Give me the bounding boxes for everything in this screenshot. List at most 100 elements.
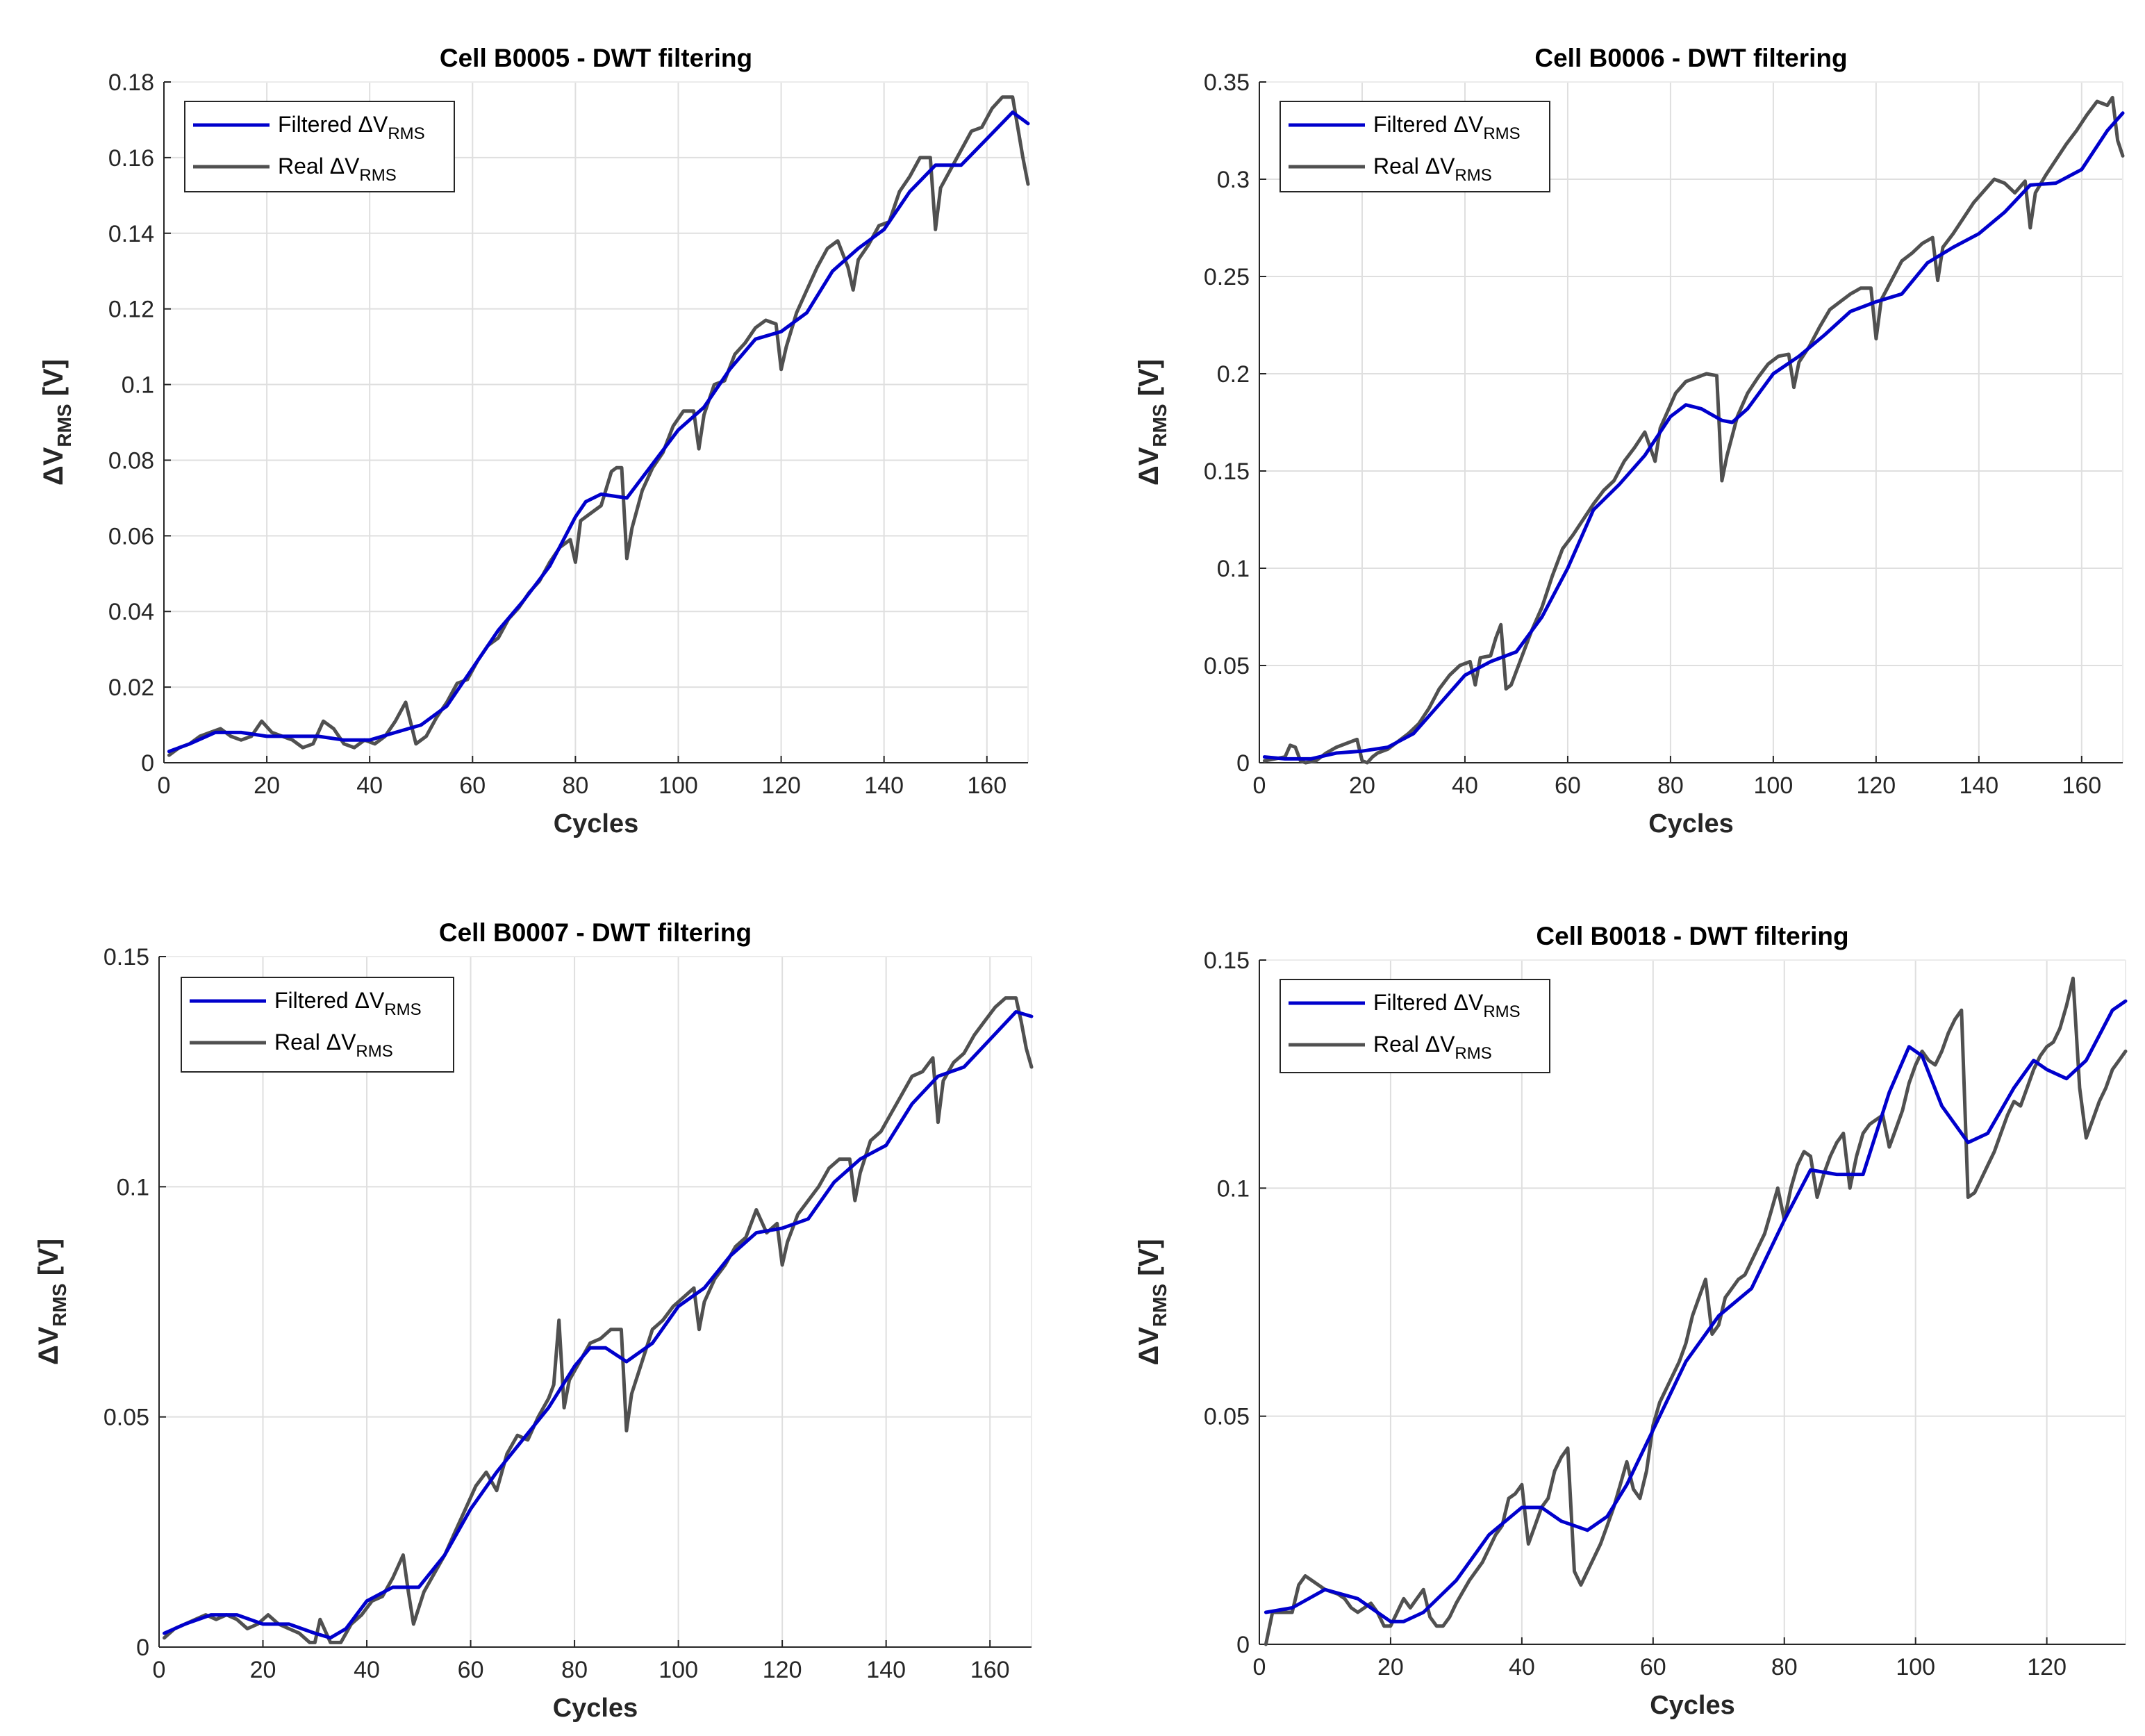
x-tick-label: 0 xyxy=(1253,772,1266,799)
y-tick-label: 0.2 xyxy=(1217,361,1250,388)
y-axis-label-unit: [V] xyxy=(38,359,69,404)
legend: Filtered ΔVRMS Real ΔVRMS xyxy=(1279,979,1550,1073)
x-axis-label: Cycles xyxy=(553,1694,638,1723)
x-tick-label: 20 xyxy=(1377,1654,1404,1680)
filtered-series-line xyxy=(163,1010,1034,1640)
real-series-line xyxy=(167,95,1030,757)
x-tick-label: 40 xyxy=(1509,1654,1535,1680)
y-tick-label: 0 xyxy=(136,1635,149,1661)
x-tick-label: 60 xyxy=(1555,772,1581,799)
y-axis-label-unit: [V] xyxy=(1134,1239,1164,1283)
x-tick-label: 0 xyxy=(153,1657,166,1683)
legend-box xyxy=(181,977,454,1073)
y-tick-label: 0.05 xyxy=(1204,1404,1250,1430)
x-tick-label: 60 xyxy=(459,772,486,799)
legend-label: Filtered ΔVRMS xyxy=(278,112,425,143)
chart-title: Cell B0018 - DWT filtering xyxy=(1536,922,1848,950)
chart-panel-1: 0 20 40 60 80 100 120 140 160 0 0.02 0.04 0.06 0.08 0.… xyxy=(38,44,1030,838)
x-axis-label: Cycles xyxy=(1650,1691,1735,1720)
y-tick-label: 0.16 xyxy=(108,145,154,172)
y-axis-label: ΔVRMS [V] xyxy=(1134,359,1170,486)
x-tick-label: 80 xyxy=(1771,1654,1798,1680)
y-tick-label: 0.12 xyxy=(108,297,154,323)
filtered-series-line xyxy=(1262,111,2125,761)
x-tick-label: 0 xyxy=(158,772,171,799)
x-tick-label: 60 xyxy=(458,1657,484,1683)
y-tick-label: 0.15 xyxy=(103,944,149,970)
y-axis-label: ΔVRMS [V] xyxy=(1134,1239,1170,1365)
chart-title: Cell B0007 - DWT filtering xyxy=(439,918,752,947)
legend-box xyxy=(1279,101,1550,192)
y-tick-label: 0.1 xyxy=(117,1174,149,1200)
y-axis-label: ΔVRMS [V] xyxy=(38,359,75,486)
y-axis-label-unit: [V] xyxy=(1134,359,1164,404)
x-tick-label: 140 xyxy=(866,1657,906,1683)
y-tick-label: 0.15 xyxy=(1204,948,1250,974)
chart-panel-4: 0 20 40 60 80 100 120 0 0.05 0.1 0.15 Cell B0018 - … xyxy=(1134,922,2128,1720)
plot-area xyxy=(1259,960,2126,1644)
x-tick-label: 120 xyxy=(1856,772,1896,799)
legend-label: Filtered ΔVRMS xyxy=(274,988,422,1019)
legend-label: Real ΔVRMS xyxy=(1373,154,1492,185)
x-tick-label: 140 xyxy=(1959,772,1998,799)
x-tick-label: 20 xyxy=(1349,772,1375,799)
y-axis-label-sub: RMS xyxy=(53,404,75,447)
x-tick-label: 20 xyxy=(250,1657,276,1683)
y-axis-label: ΔVRMS [V] xyxy=(33,1239,70,1365)
y-tick-label: 0.05 xyxy=(1204,653,1250,679)
legend-box xyxy=(1279,979,1550,1073)
y-tick-label: 0.35 xyxy=(1204,69,1250,96)
filtered-series-line xyxy=(167,110,1030,754)
y-axis-label-sub: RMS xyxy=(1149,404,1170,447)
x-tick-label: 40 xyxy=(1452,772,1478,799)
x-tick-label: 120 xyxy=(2027,1654,2067,1680)
x-tick-label: 100 xyxy=(1896,1654,1935,1680)
y-tick-label: 0.15 xyxy=(1204,458,1250,485)
x-axis-label: Cycles xyxy=(554,809,639,838)
x-tick-label: 160 xyxy=(970,1657,1010,1683)
y-axis-label-main: ΔV xyxy=(38,447,69,486)
legend: Filtered ΔVRMS Real ΔVRMS xyxy=(1279,101,1550,192)
y-tick-label: 0 xyxy=(1236,750,1250,777)
chart-panel-3: 0 20 40 60 80 100 120 140 160 0 0.05 0.1 0.15 Cell B0… xyxy=(33,918,1034,1723)
legend: Filtered ΔVRMS Real ΔVRMS xyxy=(181,977,454,1073)
x-tick-label: 80 xyxy=(562,772,588,799)
legend-label: Filtered ΔVRMS xyxy=(1373,112,1521,143)
y-tick-label: 0.02 xyxy=(108,675,154,701)
x-tick-label: 100 xyxy=(659,772,698,799)
x-axis-label: Cycles xyxy=(1648,809,1734,838)
x-tick-label: 80 xyxy=(1657,772,1684,799)
y-tick-label: 0 xyxy=(1236,1632,1250,1658)
y-axis-label-main: ΔV xyxy=(1134,447,1164,486)
legend-label: Filtered ΔVRMS xyxy=(1373,990,1521,1021)
y-tick-label: 0.1 xyxy=(1217,1175,1250,1202)
y-axis-label-main: ΔV xyxy=(1134,1327,1164,1366)
x-tick-label: 60 xyxy=(1640,1654,1666,1680)
x-tick-label: 140 xyxy=(864,772,904,799)
chart-title: Cell B0006 - DWT filtering xyxy=(1534,44,1847,72)
legend: Filtered ΔVRMS Real ΔVRMS xyxy=(184,101,455,192)
y-axis-label-unit: [V] xyxy=(33,1239,64,1283)
x-tick-label: 0 xyxy=(1253,1654,1266,1680)
y-tick-label: 0.04 xyxy=(108,599,154,625)
y-axis-label-sub: RMS xyxy=(49,1283,70,1326)
y-tick-label: 0.08 xyxy=(108,447,154,474)
x-tick-label: 120 xyxy=(763,1657,802,1683)
y-axis-label-sub: RMS xyxy=(1149,1284,1170,1327)
y-tick-label: 0.1 xyxy=(1217,556,1250,582)
x-tick-label: 120 xyxy=(761,772,801,799)
real-series-line xyxy=(163,996,1034,1644)
x-tick-label: 100 xyxy=(659,1657,698,1683)
chart-panel-2: 0 20 40 60 80 100 120 140 160 0 0.05 0.1 0.15 0.2 0.25… xyxy=(1134,44,2125,838)
legend-box xyxy=(184,101,455,192)
x-tick-label: 100 xyxy=(1754,772,1794,799)
legend-label: Real ΔVRMS xyxy=(1373,1032,1492,1063)
y-tick-label: 0.3 xyxy=(1217,167,1250,193)
x-tick-label: 40 xyxy=(356,772,383,799)
x-tick-label: 20 xyxy=(254,772,280,799)
x-tick-label: 40 xyxy=(354,1657,380,1683)
x-tick-label: 80 xyxy=(561,1657,588,1683)
y-tick-label: 0.05 xyxy=(103,1405,149,1431)
x-tick-label: 160 xyxy=(2062,772,2101,799)
